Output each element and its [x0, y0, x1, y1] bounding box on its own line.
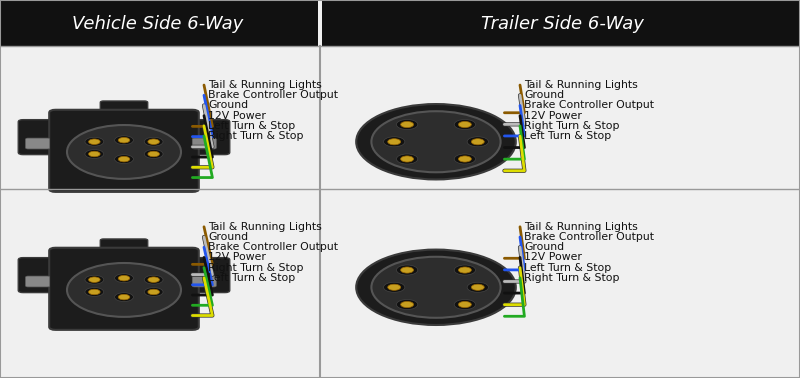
Text: Left Turn & Stop: Left Turn & Stop	[208, 273, 295, 283]
Text: Brake Controller Output: Brake Controller Output	[208, 242, 338, 252]
Circle shape	[467, 282, 489, 292]
Circle shape	[454, 154, 475, 164]
Circle shape	[118, 156, 130, 162]
Text: Ground: Ground	[524, 242, 564, 252]
FancyBboxPatch shape	[182, 120, 230, 155]
Text: Right Turn & Stop: Right Turn & Stop	[208, 263, 303, 273]
FancyBboxPatch shape	[322, 0, 800, 46]
Text: 12V Power: 12V Power	[524, 111, 582, 121]
Text: Brake Controller Output: Brake Controller Output	[524, 232, 654, 242]
FancyBboxPatch shape	[50, 248, 199, 330]
Text: 12V Power: 12V Power	[524, 253, 582, 262]
Circle shape	[89, 139, 100, 144]
Circle shape	[471, 139, 484, 145]
Text: Right Turn & Stop: Right Turn & Stop	[524, 273, 619, 283]
Circle shape	[148, 151, 159, 157]
Circle shape	[85, 137, 104, 146]
Text: Right Turn & Stop: Right Turn & Stop	[524, 121, 619, 131]
FancyBboxPatch shape	[18, 120, 66, 155]
Circle shape	[114, 136, 134, 145]
FancyBboxPatch shape	[26, 276, 50, 287]
FancyBboxPatch shape	[100, 101, 148, 113]
Circle shape	[397, 119, 418, 130]
Circle shape	[383, 137, 405, 147]
Text: Right Turn & Stop: Right Turn & Stop	[208, 131, 303, 141]
FancyBboxPatch shape	[182, 258, 230, 293]
Text: Vehicle Side 6-Way: Vehicle Side 6-Way	[72, 15, 243, 33]
Circle shape	[371, 257, 501, 318]
FancyBboxPatch shape	[192, 276, 216, 287]
Circle shape	[458, 302, 471, 308]
Circle shape	[85, 288, 104, 296]
Circle shape	[148, 139, 159, 144]
Circle shape	[144, 288, 163, 296]
Circle shape	[454, 299, 475, 310]
Text: Tail & Running Lights: Tail & Running Lights	[208, 222, 322, 232]
Circle shape	[458, 156, 471, 162]
Circle shape	[383, 282, 405, 292]
FancyBboxPatch shape	[192, 138, 216, 149]
Circle shape	[114, 155, 134, 164]
FancyBboxPatch shape	[50, 110, 199, 192]
Circle shape	[67, 263, 181, 317]
Circle shape	[401, 156, 414, 162]
Circle shape	[118, 294, 130, 300]
Circle shape	[397, 299, 418, 310]
Circle shape	[397, 265, 418, 275]
Circle shape	[89, 277, 100, 282]
Circle shape	[397, 154, 418, 164]
Text: Ground: Ground	[524, 90, 564, 100]
Circle shape	[401, 121, 414, 127]
Circle shape	[85, 275, 104, 284]
Circle shape	[89, 151, 100, 157]
Text: Brake Controller Output: Brake Controller Output	[524, 101, 654, 110]
FancyBboxPatch shape	[26, 138, 50, 149]
Circle shape	[371, 111, 501, 172]
FancyBboxPatch shape	[0, 0, 318, 46]
Circle shape	[144, 150, 163, 158]
Text: Tail & Running Lights: Tail & Running Lights	[524, 80, 638, 90]
Circle shape	[356, 249, 516, 325]
Circle shape	[458, 121, 471, 127]
Circle shape	[67, 125, 181, 179]
Text: Left Turn & Stop: Left Turn & Stop	[524, 131, 611, 141]
Circle shape	[454, 119, 475, 130]
Circle shape	[388, 284, 401, 290]
Circle shape	[356, 104, 516, 180]
Text: Brake Controller Output: Brake Controller Output	[208, 90, 338, 100]
Circle shape	[401, 267, 414, 273]
Text: Left Turn & Stop: Left Turn & Stop	[524, 263, 611, 273]
Circle shape	[471, 284, 484, 290]
Circle shape	[148, 289, 159, 295]
Circle shape	[118, 276, 130, 281]
Circle shape	[454, 265, 475, 275]
Text: Tail & Running Lights: Tail & Running Lights	[524, 222, 638, 232]
Circle shape	[114, 274, 134, 283]
Circle shape	[458, 267, 471, 273]
Circle shape	[144, 137, 163, 146]
Circle shape	[118, 138, 130, 143]
Circle shape	[144, 275, 163, 284]
Text: 12V Power: 12V Power	[208, 111, 266, 121]
FancyBboxPatch shape	[100, 239, 148, 251]
Text: Left Turn & Stop: Left Turn & Stop	[208, 121, 295, 131]
Circle shape	[148, 277, 159, 282]
FancyBboxPatch shape	[18, 258, 66, 293]
Circle shape	[388, 139, 401, 145]
Text: Ground: Ground	[208, 101, 248, 110]
Text: Trailer Side 6-Way: Trailer Side 6-Way	[481, 15, 644, 33]
Text: Ground: Ground	[208, 232, 248, 242]
Text: Tail & Running Lights: Tail & Running Lights	[208, 80, 322, 90]
Circle shape	[401, 302, 414, 308]
Circle shape	[467, 137, 489, 147]
Text: 12V Power: 12V Power	[208, 253, 266, 262]
Circle shape	[89, 289, 100, 295]
Circle shape	[85, 150, 104, 158]
Circle shape	[114, 293, 134, 302]
